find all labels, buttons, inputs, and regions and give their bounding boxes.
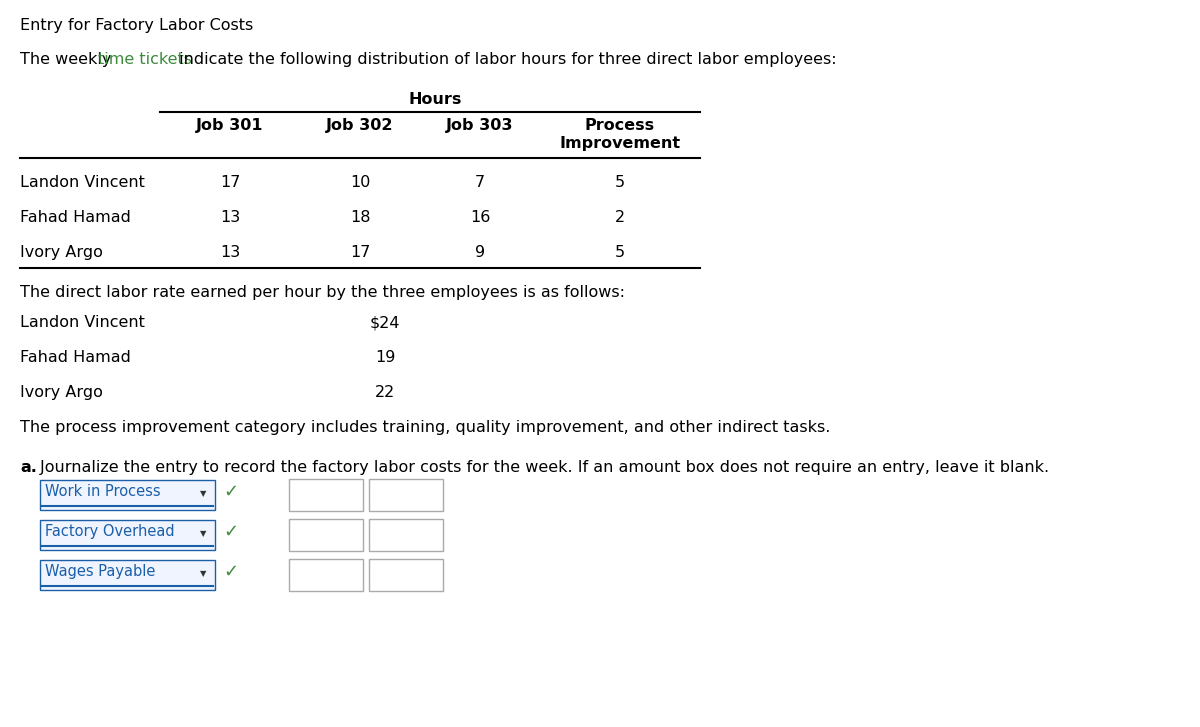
Text: ▼: ▼ [199, 569, 206, 579]
Text: Entry for Factory Labor Costs: Entry for Factory Labor Costs [20, 18, 253, 33]
Text: ▼: ▼ [199, 489, 206, 499]
FancyBboxPatch shape [40, 480, 215, 510]
Text: Ivory Argo: Ivory Argo [20, 245, 103, 260]
Text: 13: 13 [220, 210, 240, 225]
Text: Journalize the entry to record the factory labor costs for the week. If an amoun: Journalize the entry to record the facto… [35, 460, 1049, 475]
Text: Fahad Hamad: Fahad Hamad [20, 350, 131, 365]
Text: Work in Process: Work in Process [46, 484, 161, 499]
Text: Job 301: Job 301 [197, 118, 264, 133]
Text: 18: 18 [349, 210, 371, 225]
Text: Factory Overhead: Factory Overhead [46, 524, 175, 539]
Text: The process improvement category includes training, quality improvement, and oth: The process improvement category include… [20, 420, 830, 435]
Text: ✓: ✓ [223, 483, 238, 501]
Text: ✓: ✓ [223, 523, 238, 541]
Text: Hours: Hours [408, 92, 462, 107]
Text: 19: 19 [374, 350, 395, 365]
Text: Landon Vincent: Landon Vincent [20, 175, 145, 190]
Text: ✓: ✓ [223, 563, 238, 581]
Text: 17: 17 [220, 175, 240, 190]
Text: 16: 16 [470, 210, 490, 225]
FancyBboxPatch shape [370, 559, 443, 591]
Text: 7: 7 [475, 175, 485, 190]
Text: Wages Payable: Wages Payable [46, 564, 155, 579]
Text: 22: 22 [374, 385, 395, 400]
FancyBboxPatch shape [289, 479, 364, 511]
Text: $24: $24 [370, 315, 401, 330]
Text: The direct labor rate earned per hour by the three employees is as follows:: The direct labor rate earned per hour by… [20, 285, 625, 300]
Text: The weekly: The weekly [20, 52, 116, 67]
Text: time tickets: time tickets [98, 52, 192, 67]
FancyBboxPatch shape [289, 519, 364, 551]
Text: ▼: ▼ [199, 529, 206, 539]
Text: 5: 5 [614, 175, 625, 190]
Text: Job 303: Job 303 [446, 118, 514, 133]
Text: Fahad Hamad: Fahad Hamad [20, 210, 131, 225]
Text: 9: 9 [475, 245, 485, 260]
Text: Job 302: Job 302 [326, 118, 394, 133]
Text: Ivory Argo: Ivory Argo [20, 385, 103, 400]
Text: a.: a. [20, 460, 37, 475]
FancyBboxPatch shape [40, 520, 215, 550]
Text: Landon Vincent: Landon Vincent [20, 315, 145, 330]
Text: Improvement: Improvement [559, 136, 680, 151]
Text: 5: 5 [614, 245, 625, 260]
FancyBboxPatch shape [370, 479, 443, 511]
FancyBboxPatch shape [370, 519, 443, 551]
Text: indicate the following distribution of labor hours for three direct labor employ: indicate the following distribution of l… [174, 52, 836, 67]
Text: 17: 17 [350, 245, 370, 260]
Text: 10: 10 [350, 175, 370, 190]
Text: 13: 13 [220, 245, 240, 260]
FancyBboxPatch shape [40, 560, 215, 590]
Text: 2: 2 [614, 210, 625, 225]
Text: Process: Process [584, 118, 655, 133]
FancyBboxPatch shape [289, 559, 364, 591]
